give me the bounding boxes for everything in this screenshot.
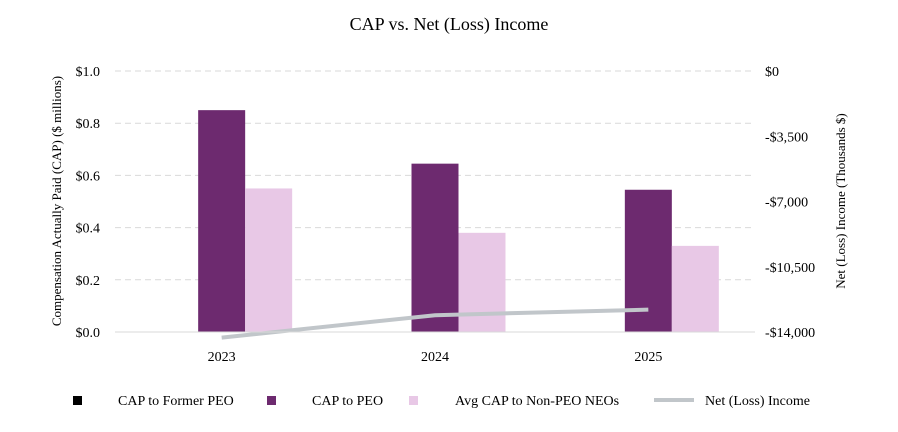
y2-tick-label: -$3,500	[765, 130, 808, 145]
y-tick-label: $0.8	[76, 117, 101, 132]
legend-label: Avg CAP to Non-PEO NEOs	[455, 394, 619, 409]
legend: CAP to Former PEO CAP to PEO Avg CAP to No…	[73, 394, 810, 409]
legend-label: Net (Loss) Income	[705, 394, 810, 409]
legend-marker	[409, 396, 418, 405]
y2-tick-label: -$10,500	[765, 261, 815, 276]
bars	[198, 110, 719, 332]
y-tick-label: $0.0	[76, 326, 101, 341]
bar	[672, 246, 719, 332]
y-tick-label: $0.4	[76, 222, 101, 237]
y-tick-label: $1.0	[76, 65, 101, 80]
legend-label: CAP to Former PEO	[118, 394, 234, 409]
y2-axis-title: Net (Loss) Income (Thousands $)	[833, 113, 848, 288]
bar	[198, 110, 245, 332]
y-tick-label: $0.6	[76, 169, 101, 184]
legend-label: CAP to PEO	[312, 394, 383, 409]
y-tick-label: $0.2	[76, 274, 101, 289]
bar	[245, 188, 292, 332]
bar	[459, 233, 506, 332]
x-tick-label: 2025	[634, 350, 662, 365]
y2-tick-label: -$14,000	[765, 326, 815, 341]
legend-marker	[267, 396, 276, 405]
y2-tick-label: -$7,000	[765, 196, 808, 211]
x-tick-label: 2024	[421, 350, 449, 365]
bar	[412, 164, 459, 332]
y-axis-title: Compensation Actually Paid (CAP) ($ mill…	[49, 76, 64, 326]
y2-tick-label: $0	[765, 65, 779, 80]
chart-title: CAP vs. Net (Loss) Income	[350, 14, 549, 35]
x-tick-label: 2023	[208, 350, 236, 365]
legend-marker	[73, 396, 82, 405]
